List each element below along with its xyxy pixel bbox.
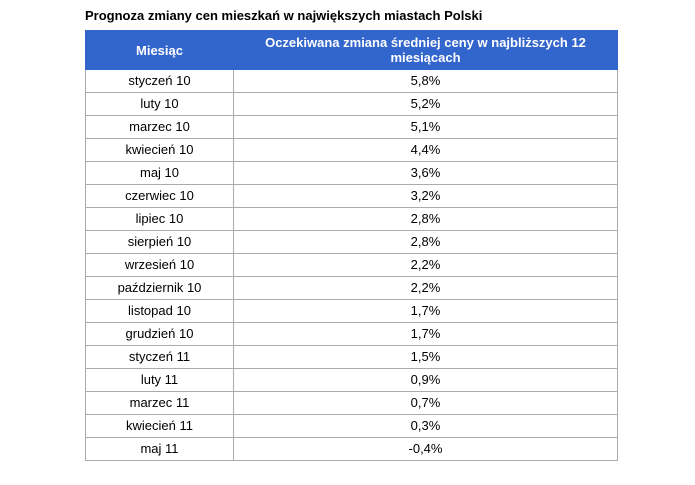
change-cell: 2,2%: [233, 276, 618, 300]
table-row: luty 11 0,9%: [85, 368, 618, 392]
column-header-month: Miesiąc: [85, 30, 234, 70]
change-cell: 3,2%: [233, 184, 618, 208]
table-row: styczeń 11 1,5%: [85, 345, 618, 369]
column-header-expected-change: Oczekiwana zmiana średniej ceny w najbli…: [233, 30, 618, 70]
change-cell: 1,5%: [233, 345, 618, 369]
month-cell: styczeń 11: [85, 345, 234, 369]
month-cell: lipiec 10: [85, 207, 234, 231]
change-cell: 1,7%: [233, 299, 618, 323]
table-row: luty 10 5,2%: [85, 92, 618, 116]
table-row: marzec 10 5,1%: [85, 115, 618, 139]
table-row: grudzień 10 1,7%: [85, 322, 618, 346]
table-row: kwiecień 10 4,4%: [85, 138, 618, 162]
change-cell: 5,2%: [233, 92, 618, 116]
table-row: listopad 10 1,7%: [85, 299, 618, 323]
month-cell: wrzesień 10: [85, 253, 234, 277]
table-row: kwiecień 11 0,3%: [85, 414, 618, 438]
table-row: październik 10 2,2%: [85, 276, 618, 300]
forecast-table: Miesiąc Oczekiwana zmiana średniej ceny …: [85, 30, 618, 461]
table-row: maj 11 -0,4%: [85, 437, 618, 461]
month-cell: listopad 10: [85, 299, 234, 323]
month-cell: kwiecień 10: [85, 138, 234, 162]
change-cell: 0,9%: [233, 368, 618, 392]
change-cell: 4,4%: [233, 138, 618, 162]
table-row: sierpień 10 2,8%: [85, 230, 618, 254]
change-cell: 5,8%: [233, 69, 618, 93]
header-row: Miesiąc Oczekiwana zmiana średniej ceny …: [85, 30, 618, 70]
page: Prognoza zmiany cen mieszkań w największ…: [85, 8, 618, 461]
change-cell: 2,2%: [233, 253, 618, 277]
month-cell: luty 10: [85, 92, 234, 116]
change-cell: 1,7%: [233, 322, 618, 346]
table-row: lipiec 10 2,8%: [85, 207, 618, 231]
month-cell: grudzień 10: [85, 322, 234, 346]
table-row: wrzesień 10 2,2%: [85, 253, 618, 277]
table-body: styczeń 10 5,8% luty 10 5,2% marzec 10 5,1% kw…: [85, 69, 618, 461]
month-cell: styczeń 10: [85, 69, 234, 93]
change-cell: 5,1%: [233, 115, 618, 139]
table-row: czerwiec 10 3,2%: [85, 184, 618, 208]
change-cell: 0,3%: [233, 414, 618, 438]
month-cell: marzec 10: [85, 115, 234, 139]
month-cell: październik 10: [85, 276, 234, 300]
table-row: maj 10 3,6%: [85, 161, 618, 185]
month-cell: kwiecień 11: [85, 414, 234, 438]
change-cell: 3,6%: [233, 161, 618, 185]
change-cell: 2,8%: [233, 230, 618, 254]
change-cell: 2,8%: [233, 207, 618, 231]
month-cell: maj 10: [85, 161, 234, 185]
table-row: marzec 11 0,7%: [85, 391, 618, 415]
table-title: Prognoza zmiany cen mieszkań w największ…: [85, 8, 483, 23]
change-cell: 0,7%: [233, 391, 618, 415]
month-cell: maj 11: [85, 437, 234, 461]
month-cell: sierpień 10: [85, 230, 234, 254]
change-cell: -0,4%: [233, 437, 618, 461]
month-cell: czerwiec 10: [85, 184, 234, 208]
month-cell: marzec 11: [85, 391, 234, 415]
table-row: styczeń 10 5,8%: [85, 69, 618, 93]
month-cell: luty 11: [85, 368, 234, 392]
